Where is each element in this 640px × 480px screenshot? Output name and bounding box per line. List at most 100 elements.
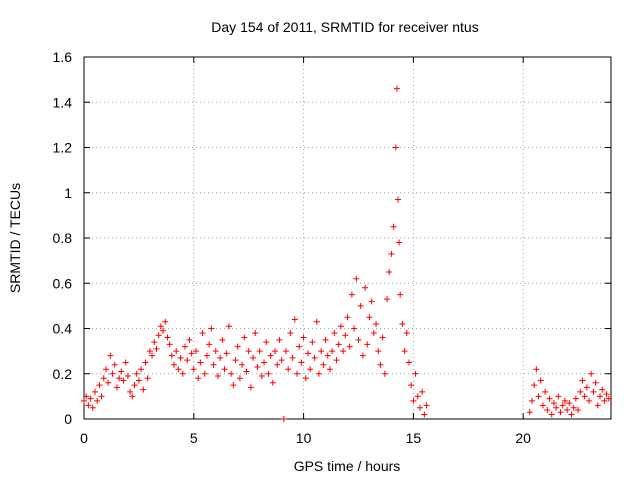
- data-point: [599, 386, 606, 393]
- data-point: [579, 377, 586, 384]
- data-point: [586, 397, 593, 404]
- data-point: [357, 302, 364, 309]
- y-tick-label: 0: [64, 411, 72, 427]
- data-point: [116, 375, 123, 382]
- data-point: [230, 382, 237, 389]
- data-point: [195, 375, 202, 382]
- data-point: [109, 370, 116, 377]
- data-point: [263, 339, 270, 346]
- y-tick-label: 1.6: [53, 49, 73, 65]
- data-point: [256, 348, 263, 355]
- data-point: [184, 357, 191, 364]
- data-point: [412, 370, 419, 377]
- data-point: [261, 359, 268, 366]
- data-point: [588, 370, 595, 377]
- data-point: [96, 382, 103, 389]
- data-point: [298, 359, 305, 366]
- data-point: [414, 393, 421, 400]
- data-point: [171, 361, 178, 368]
- data-point: [555, 393, 562, 400]
- plot-area-frame: [83, 56, 612, 420]
- data-point: [287, 330, 294, 337]
- data-point: [337, 323, 344, 330]
- data-point: [155, 332, 162, 339]
- data-point: [252, 330, 259, 337]
- data-point: [577, 388, 584, 395]
- data-point: [309, 339, 316, 346]
- y-tick-label: 0.8: [53, 230, 73, 246]
- data-point: [401, 348, 408, 355]
- data-point: [528, 397, 535, 404]
- data-point: [94, 397, 101, 404]
- data-point: [403, 330, 410, 337]
- data-point: [329, 348, 336, 355]
- data-point: [135, 377, 142, 384]
- data-point: [568, 411, 575, 418]
- data-point: [344, 314, 351, 321]
- chart-title: Day 154 of 2011, SRMTID for receiver ntu…: [211, 19, 478, 35]
- data-point: [324, 352, 331, 359]
- data-point: [342, 332, 349, 339]
- data-point: [285, 366, 292, 373]
- y-axis-label: SRMTID / TECUs: [7, 183, 23, 293]
- data-point: [175, 366, 182, 373]
- data-point: [160, 327, 167, 334]
- y-tick-label: 1.2: [53, 140, 73, 156]
- data-point: [375, 348, 382, 355]
- axis-ticks: 0 5 10 15 20 0 0.2 0.4 0.6 0.8 1 1.2 1.4 1.6: [53, 49, 611, 446]
- data-point: [399, 320, 406, 327]
- data-point: [203, 352, 210, 359]
- data-point: [192, 348, 199, 355]
- data-point: [206, 341, 213, 348]
- data-point: [377, 361, 384, 368]
- y-tick-label: 1.4: [53, 94, 73, 110]
- data-point: [83, 393, 90, 400]
- data-point: [210, 361, 217, 368]
- data-point: [217, 354, 224, 361]
- data-point: [234, 343, 241, 350]
- data-point: [243, 368, 250, 375]
- data-point: [572, 395, 579, 402]
- y-tick-label: 0.6: [53, 275, 73, 291]
- data-point: [537, 377, 544, 384]
- data-point: [199, 330, 206, 337]
- data-point: [228, 370, 235, 377]
- data-point: [561, 397, 568, 404]
- data-point: [113, 384, 120, 391]
- data-point: [318, 348, 325, 355]
- x-tick-label: 10: [296, 430, 312, 446]
- data-point: [597, 393, 604, 400]
- data-point: [105, 379, 112, 386]
- data-points: [81, 85, 612, 422]
- data-point: [221, 366, 228, 373]
- data-point: [258, 373, 265, 380]
- data-point: [247, 384, 254, 391]
- data-point: [250, 354, 257, 361]
- data-point: [546, 395, 553, 402]
- data-point: [190, 366, 197, 373]
- data-point: [396, 239, 403, 246]
- data-point: [335, 341, 342, 348]
- data-point: [241, 334, 248, 341]
- data-point: [300, 334, 307, 341]
- data-point: [594, 402, 601, 409]
- data-point: [368, 298, 375, 305]
- data-point: [236, 375, 243, 382]
- data-point: [359, 352, 366, 359]
- data-point: [364, 341, 371, 348]
- data-point: [296, 343, 303, 350]
- data-point: [322, 336, 329, 343]
- data-point: [127, 388, 134, 395]
- data-point: [100, 375, 107, 382]
- data-point: [81, 397, 87, 404]
- data-point: [98, 393, 105, 400]
- data-point: [348, 291, 355, 298]
- data-point: [162, 318, 169, 325]
- data-point: [142, 359, 149, 366]
- data-point: [333, 357, 340, 364]
- data-point: [405, 359, 412, 366]
- data-point: [307, 366, 314, 373]
- data-point: [138, 366, 145, 373]
- data-point: [373, 320, 380, 327]
- data-point: [140, 386, 147, 393]
